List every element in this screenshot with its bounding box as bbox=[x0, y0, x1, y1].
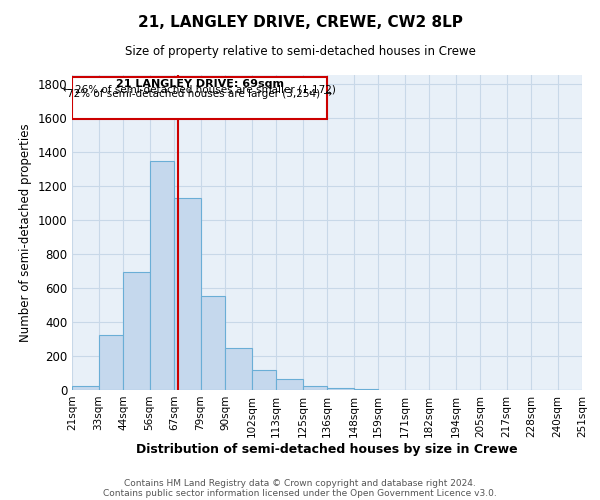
X-axis label: Distribution of semi-detached houses by size in Crewe: Distribution of semi-detached houses by … bbox=[136, 442, 518, 456]
Bar bbox=[276, 379, 302, 390]
Bar bbox=[98, 334, 123, 390]
Bar bbox=[72, 76, 327, 120]
Bar bbox=[174, 198, 200, 390]
Text: Size of property relative to semi-detached houses in Crewe: Size of property relative to semi-detach… bbox=[125, 45, 475, 58]
Bar bbox=[200, 296, 225, 390]
Text: Contains HM Land Registry data © Crown copyright and database right 2024.: Contains HM Land Registry data © Crown c… bbox=[124, 478, 476, 488]
Bar bbox=[302, 386, 327, 390]
Bar bbox=[327, 388, 353, 390]
Y-axis label: Number of semi-detached properties: Number of semi-detached properties bbox=[19, 123, 32, 342]
Text: 21, LANGLEY DRIVE, CREWE, CW2 8LP: 21, LANGLEY DRIVE, CREWE, CW2 8LP bbox=[137, 15, 463, 30]
Text: ← 26% of semi-detached houses are smaller (1,172): ← 26% of semi-detached houses are smalle… bbox=[63, 84, 336, 94]
Bar bbox=[251, 370, 276, 390]
Bar bbox=[149, 161, 174, 390]
Text: Contains public sector information licensed under the Open Government Licence v3: Contains public sector information licen… bbox=[103, 488, 497, 498]
Text: 72% of semi-detached houses are larger (3,254) →: 72% of semi-detached houses are larger (… bbox=[67, 90, 332, 100]
Text: 21 LANGLEY DRIVE: 69sqm: 21 LANGLEY DRIVE: 69sqm bbox=[115, 80, 284, 90]
Bar bbox=[123, 272, 149, 390]
Bar bbox=[72, 386, 98, 390]
Bar bbox=[353, 389, 378, 390]
Bar bbox=[225, 348, 251, 390]
